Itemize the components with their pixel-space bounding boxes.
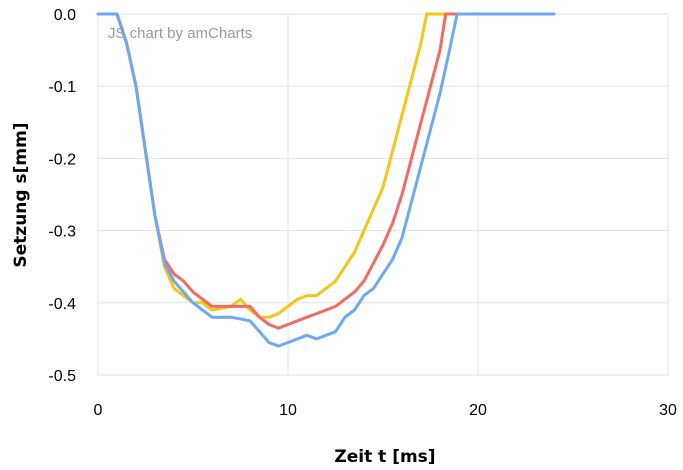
x-tick-label: 30: [659, 402, 677, 419]
chart-credit[interactable]: JS chart by amCharts: [108, 25, 252, 42]
x-tick-label: 0: [94, 402, 103, 419]
x-tick-label: 20: [469, 402, 487, 419]
plot-area-border: [97, 13, 669, 376]
y-axis-ticks: 0.0 -0.1 -0.2 -0.3 -0.4 -0.5: [48, 7, 76, 385]
x-axis-title: Zeit t [ms]: [334, 447, 435, 467]
series-group: [96, 12, 556, 348]
x-axis-ticks: 0 10 20 30: [94, 402, 677, 419]
y-tick-label: -0.3: [48, 224, 76, 241]
series-line-1[interactable]: [96, 12, 556, 319]
series-line-3[interactable]: [96, 12, 556, 348]
x-tick-label: 10: [279, 402, 297, 419]
y-tick-label: -0.4: [48, 296, 76, 313]
series-line-2[interactable]: [96, 12, 556, 330]
y-tick-label: -0.1: [48, 79, 76, 96]
y-axis-title: Setzung s[mm]: [11, 122, 31, 267]
grid: [97, 13, 669, 376]
y-tick-label: -0.5: [48, 368, 76, 385]
y-tick-label: 0.0: [54, 7, 76, 24]
y-tick-label: -0.2: [48, 151, 76, 168]
